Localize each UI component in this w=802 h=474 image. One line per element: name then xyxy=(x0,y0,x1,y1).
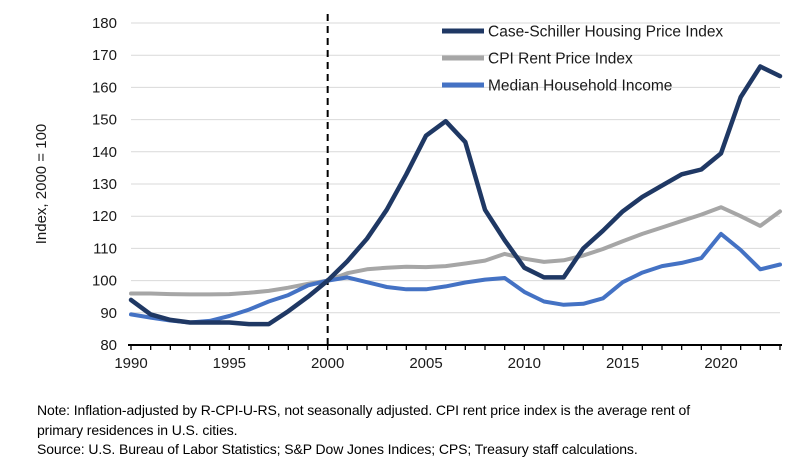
x-tick-label: 2015 xyxy=(606,355,639,372)
series-median-household-income xyxy=(129,231,782,325)
line-chart: 80 90 100 110 120 130 140 150 160 170 180 Index, 20… xyxy=(33,14,783,372)
legend-label-case-schiller-housing-price-index: Case-Schiller Housing Price Index xyxy=(488,24,723,41)
y-tick-label: 140 xyxy=(92,144,117,161)
y-tick-label: 170 xyxy=(92,47,117,64)
y-tick-label: 100 xyxy=(92,273,117,290)
chart-source: Source: U.S. Bureau of Labor Statistics;… xyxy=(37,441,638,457)
legend-label-median-household-income: Median Household Income xyxy=(488,78,672,95)
y-tick-label: 120 xyxy=(92,208,117,225)
x-tick-label: 2005 xyxy=(409,355,442,372)
series-cpi-rent-price-index xyxy=(129,205,782,297)
x-tick-label: 2000 xyxy=(311,355,344,372)
legend-label-cpi-rent-price-index: CPI Rent Price Index xyxy=(488,51,633,68)
y-tick-label: 150 xyxy=(92,112,117,129)
x-tick-label: 2020 xyxy=(704,355,737,372)
y-tick-label: 160 xyxy=(92,79,117,96)
x-tick-label: 1995 xyxy=(213,355,246,372)
series-case-schiller-housing-price-index xyxy=(128,64,783,327)
x-tick-label: 2010 xyxy=(508,355,541,372)
chart-footnotes: Note: Inflation-adjusted by R-CPI-U-RS, … xyxy=(37,401,737,460)
x-tick-label: 1990 xyxy=(114,355,147,372)
y-tick-label: 110 xyxy=(93,240,117,257)
y-tick-label: 80 xyxy=(100,337,117,354)
y-axis-title: Index, 2000 = 100 xyxy=(33,124,50,245)
y-tick-label: 90 xyxy=(100,305,117,322)
y-tick-label: 130 xyxy=(92,176,117,193)
y-tick-label: 180 xyxy=(92,15,117,32)
chart-note: Note: Inflation-adjusted by R-CPI-U-RS, … xyxy=(37,402,690,438)
